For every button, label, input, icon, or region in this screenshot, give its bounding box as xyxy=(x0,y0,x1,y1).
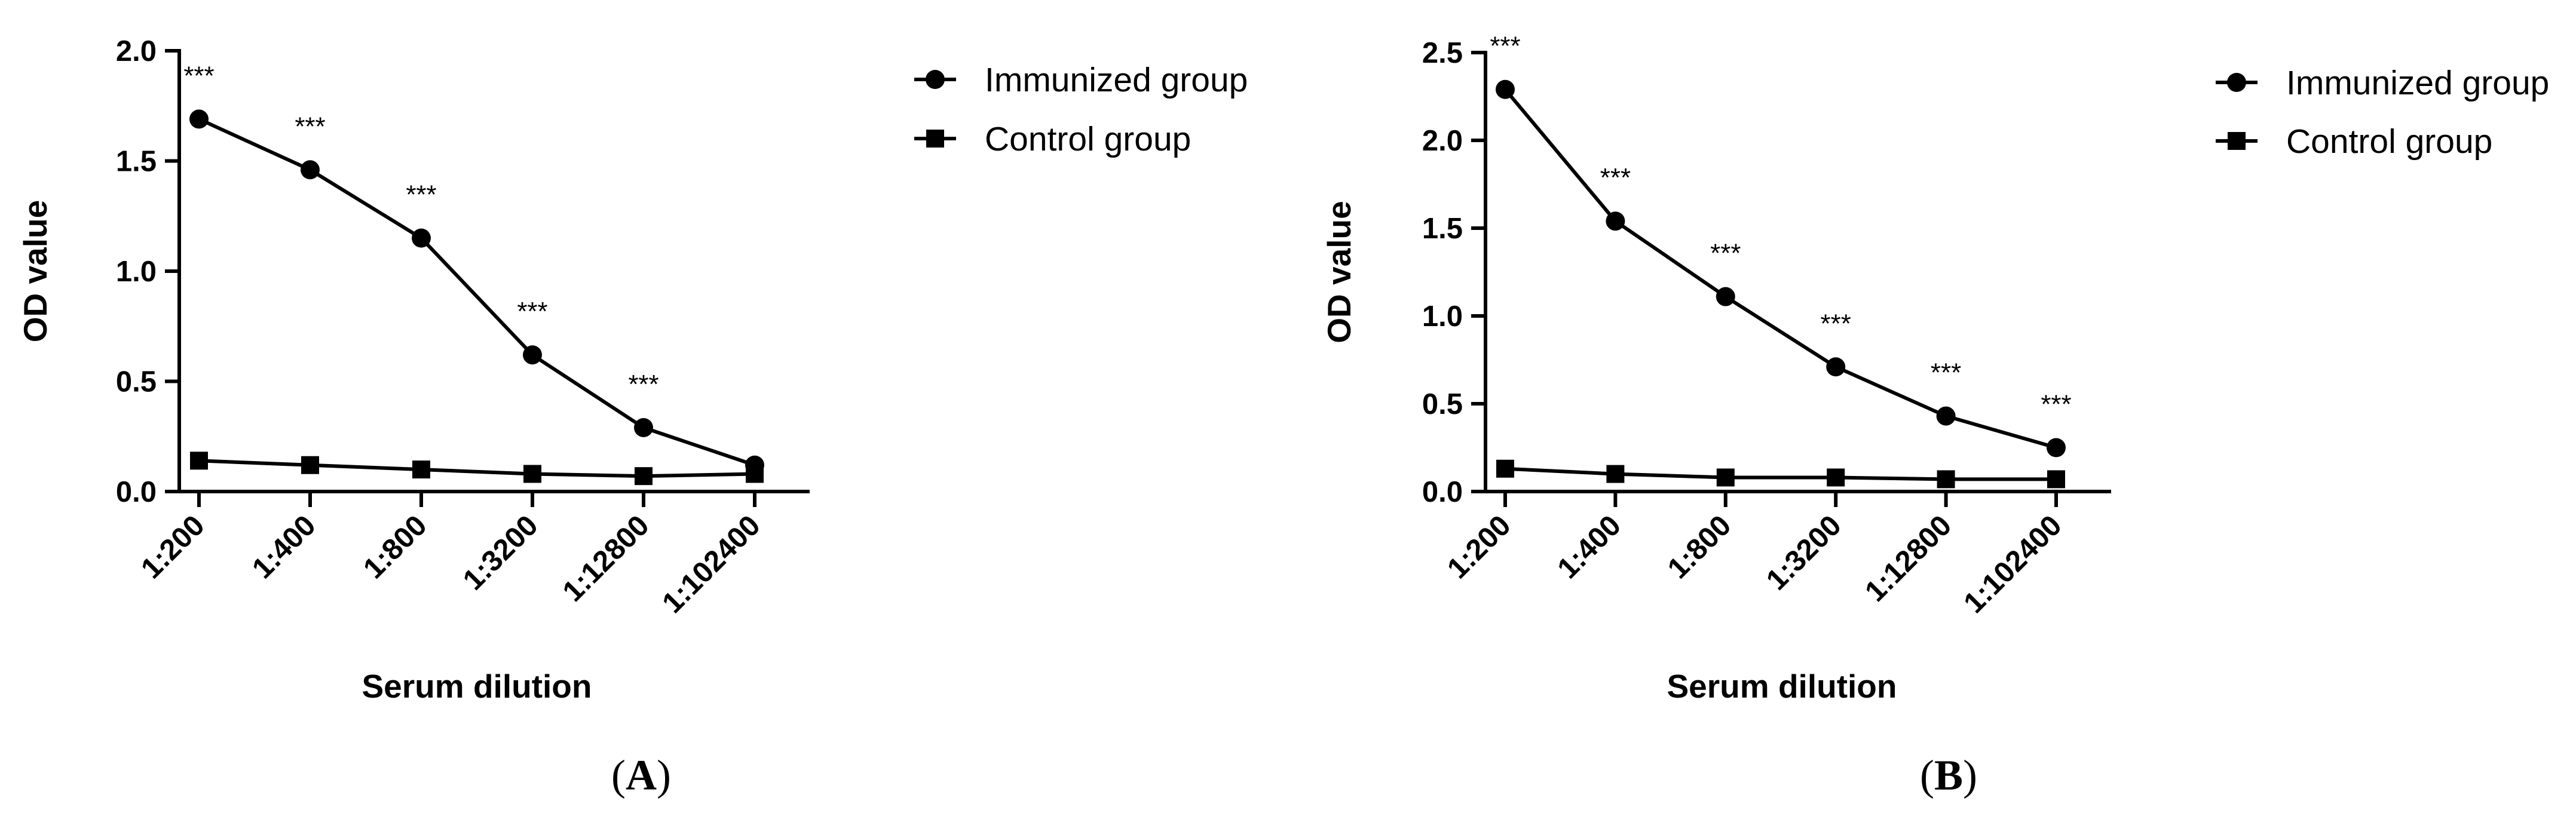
y-tick-label: 0.0 xyxy=(116,476,157,508)
significance-label: *** xyxy=(628,370,658,399)
data-point-control xyxy=(1716,468,1735,487)
data-point-immunized xyxy=(634,417,653,437)
legend-marker-square xyxy=(926,130,944,148)
y-tick-label: 0.5 xyxy=(116,366,157,398)
significance-label: *** xyxy=(1600,163,1631,192)
significance-label: *** xyxy=(183,61,214,90)
data-point-control xyxy=(301,456,319,474)
data-point-control xyxy=(1937,470,1955,489)
x-axis-title: Serum dilution xyxy=(1667,668,1897,705)
data-point-immunized xyxy=(1496,79,1515,99)
series-line-control xyxy=(198,459,755,478)
significance-label: *** xyxy=(1710,239,1741,268)
data-point-immunized xyxy=(1936,406,1956,426)
x-tick-label: 1:12800 xyxy=(1859,509,1958,608)
panel-label: (A) xyxy=(611,751,671,799)
y-tick-label: 2.0 xyxy=(1422,125,1463,157)
data-point-control xyxy=(190,452,208,470)
data-point-control xyxy=(523,465,541,483)
y-tick-label: 2.5 xyxy=(1422,37,1463,69)
chart-panel-A: 0.0 0.5 1.0 1.5 2.0 1:200 1:400 1:800 1:3200 1:12… xyxy=(17,35,1248,799)
data-point-control xyxy=(1827,468,1845,487)
significance-label: *** xyxy=(1931,358,1961,388)
legend-label: Immunized group xyxy=(2286,64,2549,102)
y-tick-label: 0.0 xyxy=(1422,476,1463,508)
x-tick-label: 1:400 xyxy=(1551,509,1627,585)
chart-panel-B: 0.00.51.01.52.02.51:200 1:400 1:800 1:3200 1… xyxy=(1321,32,2549,799)
y-tick-label: 0.5 xyxy=(1422,388,1463,420)
x-axis-title: Serum dilution xyxy=(362,668,592,705)
significance-label: *** xyxy=(1490,32,1520,61)
x-tick-label: 1:12800 xyxy=(556,509,655,608)
significance-label: *** xyxy=(517,297,547,326)
y-tick-label: 1.5 xyxy=(116,146,157,178)
data-point-control xyxy=(1606,465,1625,483)
significance-label: *** xyxy=(1821,309,1851,338)
y-tick-label: 1.5 xyxy=(1422,213,1463,245)
data-point-control xyxy=(1496,459,1514,478)
x-tick-label: 1:200 xyxy=(135,509,211,585)
data-point-immunized xyxy=(189,109,209,129)
series-line-immunized xyxy=(1503,88,2057,450)
x-tick-label: 1:800 xyxy=(357,509,433,585)
significance-label: *** xyxy=(2041,390,2071,419)
x-tick-label: 1:3200 xyxy=(457,509,544,597)
legend-label: Immunized group xyxy=(985,61,1248,99)
data-point-control xyxy=(2047,470,2065,489)
data-point-immunized xyxy=(1826,357,1846,377)
legend-label: Control group xyxy=(2286,122,2492,161)
x-tick-label: 1:200 xyxy=(1441,509,1517,585)
y-tick-label: 2.0 xyxy=(116,35,157,67)
legend-marker-square xyxy=(2228,132,2246,150)
y-axis-title: OD value xyxy=(17,200,54,342)
x-tick-label: 1:800 xyxy=(1662,509,1738,585)
data-point-control xyxy=(412,460,430,479)
legend-label: Control group xyxy=(985,120,1191,158)
data-point-immunized xyxy=(2047,438,2066,457)
data-point-immunized xyxy=(1716,287,1735,306)
x-tick-label: 1:400 xyxy=(246,509,322,585)
data-point-control xyxy=(746,465,764,483)
significance-label: *** xyxy=(406,180,436,210)
series-line-control xyxy=(1505,466,2056,481)
data-point-immunized xyxy=(1606,211,1625,231)
panel-label: (B) xyxy=(1920,751,1977,799)
x-tick-label: 1:102400 xyxy=(1958,509,2068,620)
y-axis-title: OD value xyxy=(1321,201,1358,343)
x-tick-label: 1:3200 xyxy=(1760,509,1848,597)
significance-label: *** xyxy=(295,112,325,141)
legend-marker-circle xyxy=(2227,73,2246,92)
x-tick-label: 1:102400 xyxy=(656,509,767,620)
legend-marker-circle xyxy=(926,70,945,89)
data-point-immunized xyxy=(301,160,320,180)
data-point-immunized xyxy=(412,228,431,248)
data-point-immunized xyxy=(523,345,542,365)
y-tick-label: 1.0 xyxy=(116,256,157,288)
y-tick-label: 1.0 xyxy=(1422,300,1463,333)
series-line-immunized xyxy=(198,117,755,467)
data-point-control xyxy=(635,467,653,486)
